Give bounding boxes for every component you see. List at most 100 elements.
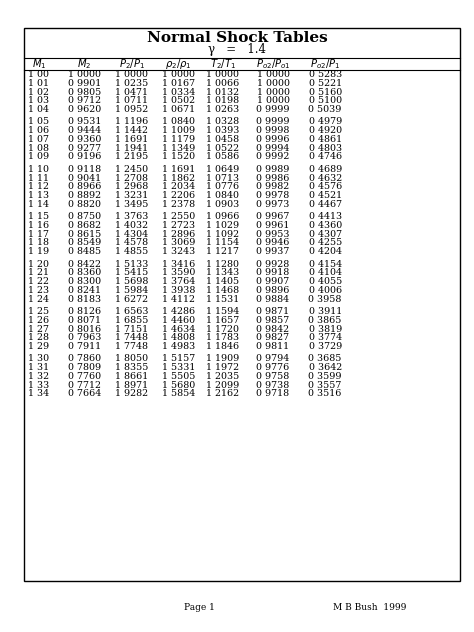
Text: Normal Shock Tables: Normal Shock Tables [146, 31, 328, 45]
Text: 1 7151: 1 7151 [115, 324, 148, 334]
Text: 0 8183: 0 8183 [68, 295, 101, 303]
Text: 0 4746: 0 4746 [309, 152, 342, 161]
Text: 0 3819: 0 3819 [309, 324, 342, 334]
Text: 1 3590: 1 3590 [162, 269, 195, 277]
Text: 1 0000: 1 0000 [256, 87, 290, 97]
Text: 1 0840: 1 0840 [206, 191, 239, 200]
Text: 1 0000: 1 0000 [256, 70, 290, 79]
Text: γ   =   1.4: γ = 1.4 [208, 43, 266, 56]
Text: 1 02: 1 02 [28, 87, 49, 97]
Text: 1 0522: 1 0522 [206, 143, 239, 153]
Text: 0 4204: 0 4204 [309, 247, 342, 256]
Text: 1 5157: 1 5157 [162, 355, 195, 363]
Text: 1 21: 1 21 [28, 269, 49, 277]
Text: 1 0471: 1 0471 [115, 87, 148, 97]
Text: 1 5984: 1 5984 [115, 286, 148, 295]
Text: 1 1092: 1 1092 [206, 229, 239, 239]
Text: 0 9999: 0 9999 [256, 105, 290, 114]
Text: 1 1691: 1 1691 [115, 135, 148, 144]
Text: 0 4521: 0 4521 [309, 191, 342, 200]
Text: 0 9896: 0 9896 [256, 286, 290, 295]
Text: 0 8422: 0 8422 [68, 260, 101, 269]
Text: 1 4112: 1 4112 [162, 295, 195, 303]
Text: 1 9282: 1 9282 [115, 389, 148, 398]
Text: 1 31: 1 31 [28, 363, 49, 372]
Text: 0 9531: 0 9531 [68, 118, 101, 126]
Text: 0 3685: 0 3685 [309, 355, 342, 363]
Text: 1 1594: 1 1594 [206, 307, 239, 316]
Text: 0 5221: 0 5221 [309, 79, 342, 88]
Text: 1 07: 1 07 [28, 135, 49, 144]
Text: 1 7748: 1 7748 [115, 342, 148, 351]
Text: Page 1: Page 1 [183, 604, 215, 612]
Text: 0 4803: 0 4803 [309, 143, 342, 153]
Text: 1 1349: 1 1349 [162, 143, 195, 153]
Text: 1 5854: 1 5854 [162, 389, 195, 398]
Text: 1 28: 1 28 [28, 333, 49, 343]
Text: 0 8615: 0 8615 [68, 229, 101, 239]
Text: 1 1217: 1 1217 [206, 247, 239, 256]
Text: 1 0263: 1 0263 [206, 105, 239, 114]
Text: 1 0649: 1 0649 [206, 165, 239, 174]
Text: 1 0458: 1 0458 [206, 135, 239, 144]
Text: 1 0711: 1 0711 [115, 96, 148, 106]
Text: 0 8300: 0 8300 [68, 277, 101, 286]
Text: 0 4467: 0 4467 [309, 200, 342, 209]
Text: 0 9811: 0 9811 [256, 342, 290, 351]
Text: 0 3642: 0 3642 [309, 363, 342, 372]
Text: 1 5505: 1 5505 [162, 372, 195, 381]
Text: 0 9901: 0 9901 [68, 79, 101, 88]
Text: 1 24: 1 24 [28, 295, 49, 303]
Text: 1 29: 1 29 [28, 342, 49, 351]
Text: 0 4055: 0 4055 [309, 277, 342, 286]
Text: 1 6272: 1 6272 [115, 295, 148, 303]
Text: 1 0000: 1 0000 [68, 70, 101, 79]
Text: 1 0000: 1 0000 [206, 70, 239, 79]
Text: 1 2723: 1 2723 [162, 221, 195, 230]
Text: 1 2550: 1 2550 [162, 212, 195, 221]
Text: 1 1783: 1 1783 [206, 333, 239, 343]
Text: 0 3599: 0 3599 [309, 372, 342, 381]
Text: 1 33: 1 33 [28, 380, 49, 390]
Text: 1 18: 1 18 [28, 238, 49, 248]
Text: 1 0671: 1 0671 [162, 105, 195, 114]
Text: 0 8360: 0 8360 [68, 269, 101, 277]
Text: 1 8971: 1 8971 [115, 380, 148, 390]
Text: 1 17: 1 17 [28, 229, 49, 239]
Text: 1 30: 1 30 [28, 355, 49, 363]
Text: 0 9758: 0 9758 [256, 372, 290, 381]
Text: 1 1657: 1 1657 [206, 316, 239, 325]
Text: 0 9738: 0 9738 [256, 380, 290, 390]
Text: 0 7911: 0 7911 [68, 342, 101, 351]
Text: 0 9712: 0 9712 [68, 96, 101, 106]
Text: 0 3557: 0 3557 [309, 380, 342, 390]
Text: 0 9620: 0 9620 [68, 105, 101, 114]
Text: 0 9871: 0 9871 [256, 307, 290, 316]
Text: 1 7448: 1 7448 [115, 333, 148, 343]
Text: 1 4578: 1 4578 [115, 238, 148, 248]
Text: 1 22: 1 22 [28, 277, 49, 286]
Text: 0 9805: 0 9805 [68, 87, 101, 97]
Text: 1 1972: 1 1972 [206, 363, 239, 372]
Text: 1 1691: 1 1691 [162, 165, 195, 174]
Text: 0 3729: 0 3729 [309, 342, 342, 351]
Text: 0 3958: 0 3958 [309, 295, 342, 303]
Text: 1 6563: 1 6563 [115, 307, 148, 316]
Text: 0 8126: 0 8126 [68, 307, 101, 316]
Text: 0 9978: 0 9978 [256, 191, 290, 200]
Text: 1 4460: 1 4460 [162, 316, 195, 325]
Text: 1 2896: 1 2896 [162, 229, 195, 239]
Text: 1 8661: 1 8661 [115, 372, 148, 381]
Text: 1 0393: 1 0393 [206, 126, 239, 135]
Text: 0 8750: 0 8750 [68, 212, 101, 221]
Text: 0 7760: 0 7760 [68, 372, 101, 381]
Text: 0 7860: 0 7860 [68, 355, 101, 363]
Text: 1 08: 1 08 [28, 143, 49, 153]
Text: 0 9196: 0 9196 [68, 152, 101, 161]
Text: 1 1009: 1 1009 [162, 126, 195, 135]
Text: 1 1179: 1 1179 [162, 135, 195, 144]
Text: 1 11: 1 11 [28, 174, 49, 183]
Text: 0 9973: 0 9973 [256, 200, 290, 209]
Text: 1 1941: 1 1941 [115, 143, 148, 153]
Text: $M_1$: $M_1$ [32, 57, 46, 71]
